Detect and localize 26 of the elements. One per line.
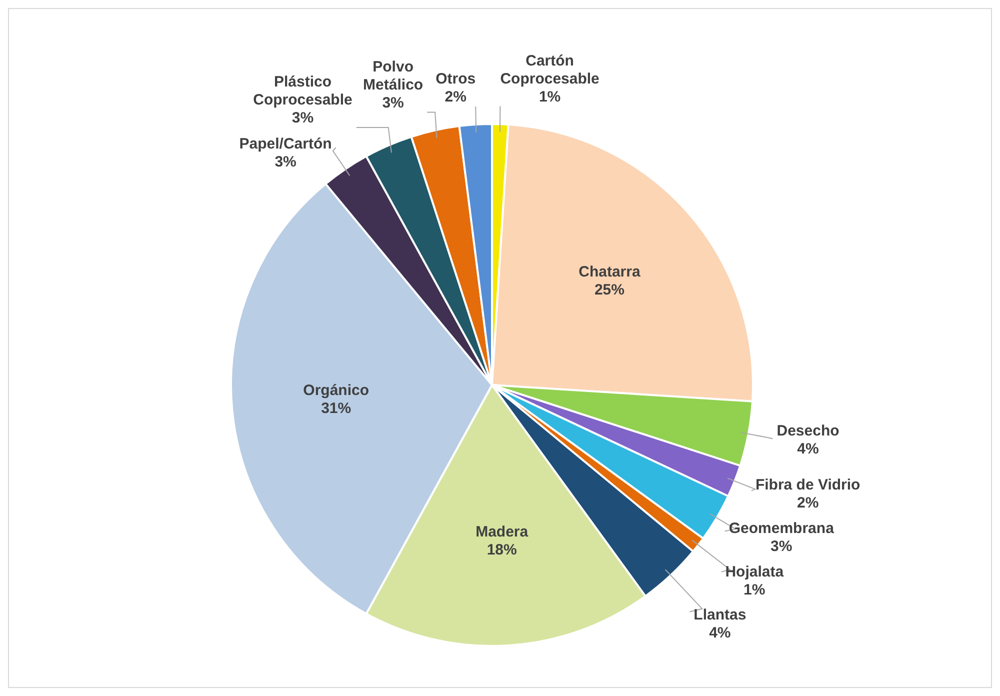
data-label: 31% — [321, 400, 352, 417]
data-label: 1% — [744, 581, 766, 598]
slice-label: Plástico Coprocesable — [253, 74, 352, 109]
data-label: 1% — [538, 88, 561, 106]
data-label: 18% — [486, 541, 517, 558]
slice-label: Llantas — [694, 606, 746, 624]
slice-label: Chatarra — [578, 264, 641, 281]
slice-label: Hojalata — [725, 563, 784, 580]
slice-label: Desecho — [776, 422, 840, 440]
data-label: 2% — [796, 494, 819, 512]
slice-label: Papel/Cartón — [239, 135, 332, 152]
slice-label: Fibra de Vidrio — [755, 476, 860, 494]
data-label: 3% — [292, 110, 314, 127]
data-label: 3% — [274, 153, 296, 170]
data-label: 4% — [709, 624, 731, 642]
data-label: 2% — [444, 88, 466, 106]
slice-label: Otros — [436, 70, 476, 88]
slice-label: Orgánico — [303, 382, 370, 399]
data-label: 4% — [797, 440, 819, 458]
slice-label: Polvo Metálico — [363, 58, 424, 94]
data-label: 3% — [382, 94, 404, 112]
slice-label: Cartón Coprocesable — [500, 52, 600, 88]
slice-label: Madera — [476, 523, 529, 540]
data-label: 3% — [770, 538, 792, 555]
slice-label: Geomembrana — [728, 520, 835, 537]
data-label: 25% — [594, 282, 624, 299]
